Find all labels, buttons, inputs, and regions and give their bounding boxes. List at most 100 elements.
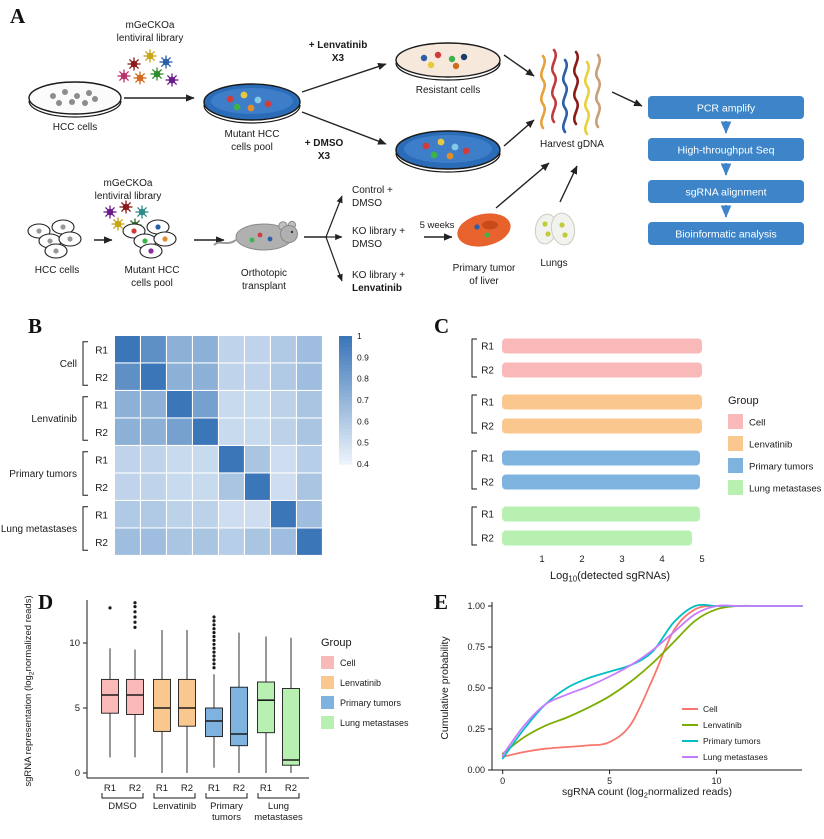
hcc-cells-top-label: HCC cells	[53, 122, 97, 133]
heatmap-cell	[141, 446, 166, 473]
ko-dmso-label-2: DMSO	[352, 239, 382, 250]
x-tick-label: 10	[711, 776, 721, 786]
heatmap-cell	[219, 363, 244, 390]
outlier-point	[133, 610, 137, 614]
ellipse	[404, 135, 492, 163]
heatmap-cell	[167, 501, 192, 528]
x-group-label: Primary	[210, 801, 243, 812]
virus-icon	[132, 70, 148, 86]
series-Cell	[501, 604, 803, 758]
virus-icon	[134, 204, 150, 220]
heatmap-cell	[141, 418, 166, 445]
heatmap-cell	[167, 528, 192, 555]
heatmap-cell	[141, 528, 166, 555]
heatmap-cell	[297, 528, 322, 555]
box-Primary-tumors-R2	[230, 686, 248, 747]
bar-Cell-R1	[502, 338, 702, 354]
bar-row-label: R2	[481, 478, 494, 489]
colorbar-tick-label: 0.7	[357, 395, 369, 405]
mouse-icon	[213, 220, 298, 251]
colorbar-segment	[339, 385, 352, 390]
heatmap-cell	[219, 473, 244, 500]
circle	[36, 228, 42, 234]
five-weeks-label: 5 weeks	[420, 220, 455, 231]
lungs-icon	[534, 212, 576, 246]
colorbar-segment	[339, 421, 352, 426]
row-label: R1	[95, 510, 108, 521]
heatmap-cell	[115, 528, 140, 555]
mutant-pool-dish	[203, 83, 301, 124]
heatmap-cell	[193, 528, 218, 555]
colorbar-tick-label: 0.8	[357, 374, 369, 384]
colorbar-segment	[339, 446, 352, 451]
legend-entry-Lung-metastases: Lung metastases	[749, 484, 822, 495]
legend-key-Lung-metastases	[321, 716, 334, 729]
bar-Lung-metastases-R1	[502, 506, 700, 522]
colorbar-segment	[339, 407, 352, 412]
circle	[448, 55, 456, 63]
arrow-gdna-to-flow	[611, 91, 643, 107]
circle	[247, 104, 255, 112]
legend-entry-Cell: Cell	[749, 418, 765, 429]
heatmap-cell	[271, 418, 296, 445]
circle	[559, 222, 565, 228]
box-Primary-tumors-R1	[205, 707, 223, 738]
bar-Lung-metastases-R2	[502, 530, 692, 546]
panel-label-d: D	[38, 590, 54, 614]
outlier-point	[212, 615, 216, 619]
flow-box-bioinformatic	[648, 222, 804, 245]
heatmap-cell	[193, 391, 218, 418]
panel-e-cumulative-probability-lines: 0.00 0.25 0.50 0.75 1.00 0 5 10 Cell Lenvatinib Pr…	[439, 601, 803, 800]
heatmap-cell	[219, 528, 244, 555]
path	[551, 48, 557, 124]
colorbar-segment	[339, 375, 352, 380]
tspan: (detected sgRNAs)	[577, 570, 670, 582]
colorbar-segment	[339, 417, 352, 422]
legend-key-Primary-tumors	[321, 696, 334, 709]
heatmap-cell	[115, 446, 140, 473]
virus-icon	[158, 54, 174, 70]
heatmap-cell	[245, 528, 270, 555]
path	[395, 152, 501, 173]
virus-icon	[126, 56, 142, 72]
tspan: sgRNA count (log	[562, 786, 644, 798]
colorbar-tick-label: 0.6	[357, 416, 369, 426]
legend-key-Cell	[321, 656, 334, 669]
flow-box-pcr	[648, 96, 804, 119]
colorbar-segment	[339, 435, 352, 440]
lungs-label: Lungs	[540, 258, 567, 269]
x-tick-label: 1	[539, 554, 544, 565]
x-tick-label: 0	[500, 776, 505, 786]
circle	[86, 90, 92, 96]
mutant-pool-top-label-1: Mutant HCC	[224, 129, 279, 140]
row-group-label: Lung metastases	[1, 524, 77, 535]
box-Lenvatinib-R2	[178, 678, 196, 727]
y-tick-label: 0.25	[467, 724, 485, 734]
virus-icon	[110, 216, 126, 232]
path	[562, 58, 568, 134]
heatmap-cell	[245, 473, 270, 500]
outlier-point	[212, 666, 216, 670]
colorbar-segment	[339, 392, 352, 398]
mutant-pool-top-label-2: cells pool	[231, 142, 273, 153]
box-x-label: R2	[233, 783, 245, 794]
heatmap-cell	[115, 418, 140, 445]
colorbar-segment	[339, 449, 352, 454]
bar-Lenvatinib-R1	[502, 394, 702, 410]
library-bottom-label-2: lentiviral library	[95, 191, 162, 202]
analysis-flow: PCR amplify High-throughput Seq sgRNA al…	[648, 96, 804, 245]
virus-icon	[118, 199, 134, 215]
heatmap-cell	[141, 473, 166, 500]
row-label: R1	[95, 455, 108, 466]
arrow-to-resistant	[301, 63, 387, 93]
legend-title: Group	[728, 395, 759, 407]
box-x-label: R2	[129, 783, 141, 794]
colorbar-segment	[339, 456, 352, 462]
legend-entry-Primary-tumors: Primary tumors	[749, 462, 814, 473]
legend-entry-Lung-metastases: Lung metastases	[703, 752, 768, 762]
arrow-dmso-to-gdna	[503, 119, 535, 147]
heatmap-cell	[245, 501, 270, 528]
outlier-point	[212, 642, 216, 646]
circle	[290, 230, 294, 234]
heatmap-cell	[297, 501, 322, 528]
